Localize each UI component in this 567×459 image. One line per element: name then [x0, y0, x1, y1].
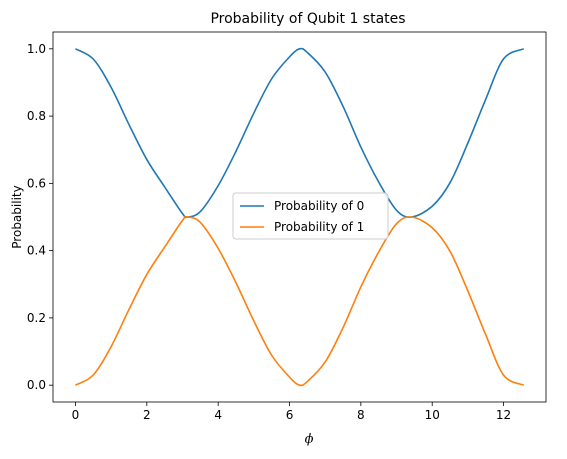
- y-tick-label: 0.2: [27, 311, 46, 325]
- axes-frame: [52, 31, 547, 403]
- x-axis: 0 2 4 6 8 10 12: [72, 402, 511, 422]
- legend-label-1: Probability of 0: [274, 199, 364, 213]
- x-tick-label: 6: [286, 408, 294, 422]
- x-tick-label: 12: [496, 408, 511, 422]
- legend: Probability of 0 Probability of 1: [232, 192, 389, 240]
- legend-label-2: Probability of 1: [274, 220, 364, 234]
- legend-box: [232, 192, 389, 240]
- plot-area: [75, 47, 525, 387]
- y-tick-label: 0.6: [27, 176, 46, 190]
- chart-title: Probability of Qubit 1 states: [210, 11, 405, 27]
- y-tick-label: 0.8: [27, 109, 46, 123]
- x-tick-label: 2: [143, 408, 151, 422]
- x-tick-label: 0: [72, 408, 80, 422]
- y-tick-label: 0.4: [27, 244, 46, 258]
- x-tick-label: 10: [425, 408, 440, 422]
- y-axis-label: Probability: [10, 185, 24, 248]
- x-tick-label: 8: [357, 408, 365, 422]
- x-tick-label: 4: [214, 408, 222, 422]
- x-axis-label: ϕ: [305, 432, 314, 447]
- y-tick-label: 0.0: [27, 378, 46, 392]
- y-axis: 0.0 0.2 0.4 0.6 0.8 1.0: [27, 42, 53, 392]
- y-tick-label: 1.0: [27, 42, 46, 56]
- series-line-2: [75, 215, 525, 387]
- series-line-1: [75, 47, 525, 219]
